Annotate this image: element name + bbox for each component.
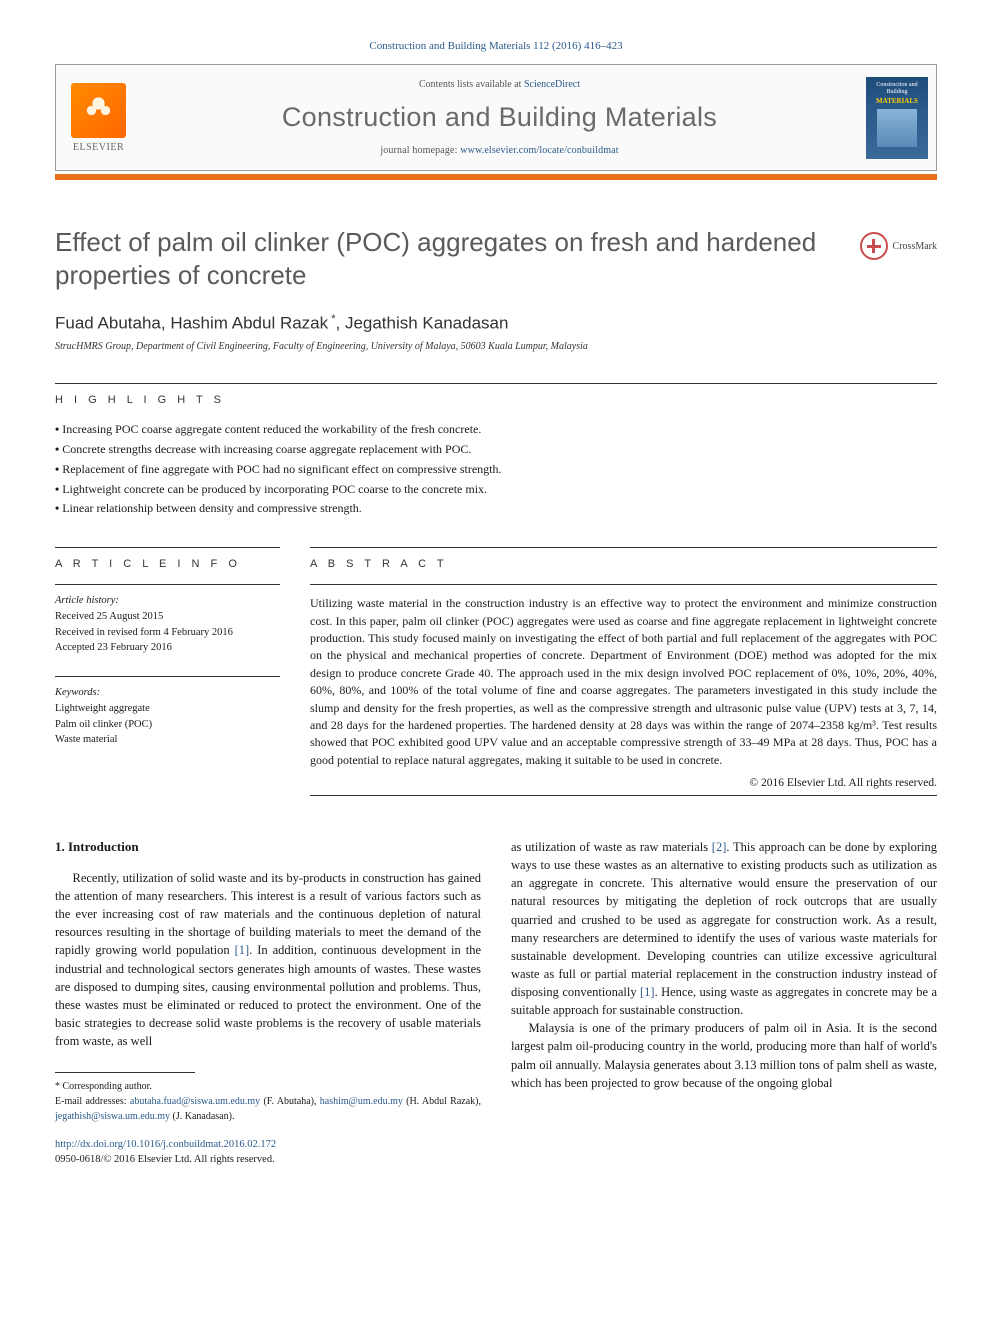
email-name-1: (F. Abutaha), [260,1096,320,1107]
highlight-item: Linear relationship between density and … [55,499,937,519]
intro-paragraph-1-cont: as utilization of waste as raw materials… [511,838,937,1019]
header-center: Contents lists available at ScienceDirec… [141,65,858,170]
abstract-label: A B S T R A C T [310,558,937,570]
crossmark-badge[interactable]: CrossMark [860,232,937,260]
cover-thumbnail: Construction and Building MATERIALS [866,77,928,159]
publisher-name: ELSEVIER [73,142,124,153]
email-link-2[interactable]: hashim@um.edu.my [320,1096,403,1107]
author-2: Hashim Abdul Razak [170,313,328,332]
ref-link-2[interactable]: [2] [712,840,727,854]
keyword-item: Lightweight aggregate [55,701,280,717]
footnote-block: * Corresponding author. E-mail addresses… [55,1079,481,1124]
intro-two-column: 1. Introduction Recently, utilization of… [55,838,937,1124]
accepted-date: Accepted 23 February 2016 [55,640,280,656]
email-name-3: (J. Kanadasan). [170,1111,234,1122]
citation-bar: Construction and Building Materials 112 … [55,40,937,52]
email-link-1[interactable]: abutaha.fuad@siswa.um.edu.my [130,1096,260,1107]
keywords-label: Keywords: [55,685,280,701]
ref-link-1[interactable]: [1] [235,943,250,957]
sciencedirect-link[interactable]: ScienceDirect [524,79,580,90]
highlight-item: Replacement of fine aggregate with POC h… [55,460,937,480]
divider-abstract-mid [310,584,937,585]
cover-title-line1: Construction and Building [869,82,925,96]
author-3: Jegathish Kanadasan [345,313,509,332]
bottom-bar: http://dx.doi.org/10.1016/j.conbuildmat.… [55,1138,937,1167]
revised-date: Received in revised form 4 February 2016 [55,625,280,641]
journal-name: Construction and Building Materials [151,102,848,133]
highlight-item: Concrete strengths decrease with increas… [55,440,937,460]
corresponding-author-note: * Corresponding author. [55,1079,481,1094]
abstract-text: Utilizing waste material in the construc… [310,595,937,769]
affiliation: StrucHMRS Group, Department of Civil Eng… [55,340,937,353]
corresponding-marker: * [328,313,335,325]
email-label: E-mail addresses: [55,1096,130,1107]
footnote-divider [55,1072,195,1073]
ref-link-1b[interactable]: [1] [640,985,655,999]
email-name-2: (H. Abdul Razak), [403,1096,481,1107]
intro-heading: 1. Introduction [55,838,481,857]
cover-building-icon [877,109,917,147]
page-container: Construction and Building Materials 112 … [0,0,992,1218]
intro-left-column: 1. Introduction Recently, utilization of… [55,838,481,1124]
email-addresses-line: E-mail addresses: abutaha.fuad@siswa.um.… [55,1094,481,1124]
history-label: Article history: [55,593,280,609]
issn-copyright: 0950-0618/© 2016 Elsevier Ltd. All right… [55,1153,937,1168]
homepage-link[interactable]: www.elsevier.com/locate/conbuildmat [460,145,618,156]
keyword-item: Palm oil clinker (POC) [55,717,280,733]
homepage-prefix: journal homepage: [380,145,460,156]
contents-available-line: Contents lists available at ScienceDirec… [151,79,848,90]
email-link-3[interactable]: jegathish@siswa.um.edu.my [55,1111,170,1122]
orange-divider-bar [55,174,937,180]
info-abstract-row: A R T I C L E I N F O Article history: R… [55,519,937,796]
abstract-column: A B S T R A C T Utilizing waste material… [310,519,937,796]
authors-line: Fuad Abutaha, Hashim Abdul Razak *, Jega… [55,313,937,334]
divider-highlights-top [55,383,937,384]
title-row: Effect of palm oil clinker (POC) aggrega… [55,226,937,293]
contents-prefix: Contents lists available at [419,79,524,90]
article-history-block: Article history: Received 25 August 2015… [55,593,280,656]
keywords-block: Keywords: Lightweight aggregate Palm oil… [55,685,280,748]
article-title: Effect of palm oil clinker (POC) aggrega… [55,226,840,293]
elsevier-tree-icon [71,83,126,138]
divider-abstract-top [310,547,937,548]
publisher-logo: ELSEVIER [56,65,141,170]
keyword-item: Waste material [55,732,280,748]
crossmark-label: CrossMark [893,241,937,252]
highlight-item: Lightweight concrete can be produced by … [55,480,937,500]
copyright-line: © 2016 Elsevier Ltd. All rights reserved… [310,777,937,789]
cover-title-line2: MATERIALS [876,97,918,105]
highlights-label: H I G H L I G H T S [55,394,937,406]
highlight-item: Increasing POC coarse aggregate content … [55,420,937,440]
article-info-column: A R T I C L E I N F O Article history: R… [55,519,280,796]
article-info-label: A R T I C L E I N F O [55,558,280,570]
highlights-list: Increasing POC coarse aggregate content … [55,420,937,519]
divider-keywords-top [55,676,280,677]
divider-abstract-bottom [310,795,937,796]
crossmark-icon [860,232,888,260]
intro-right-column: as utilization of waste as raw materials… [511,838,937,1124]
divider-info-top [55,547,280,548]
homepage-line: journal homepage: www.elsevier.com/locat… [151,145,848,156]
journal-header: ELSEVIER Contents lists available at Sci… [55,64,937,171]
journal-cover: Construction and Building MATERIALS [858,65,936,170]
intro-paragraph-2: Malaysia is one of the primary producers… [511,1019,937,1092]
author-1: Fuad Abutaha [55,313,161,332]
divider-info-mid [55,584,280,585]
received-date: Received 25 August 2015 [55,609,280,625]
intro-paragraph-1: Recently, utilization of solid waste and… [55,869,481,1050]
doi-link[interactable]: http://dx.doi.org/10.1016/j.conbuildmat.… [55,1138,937,1153]
